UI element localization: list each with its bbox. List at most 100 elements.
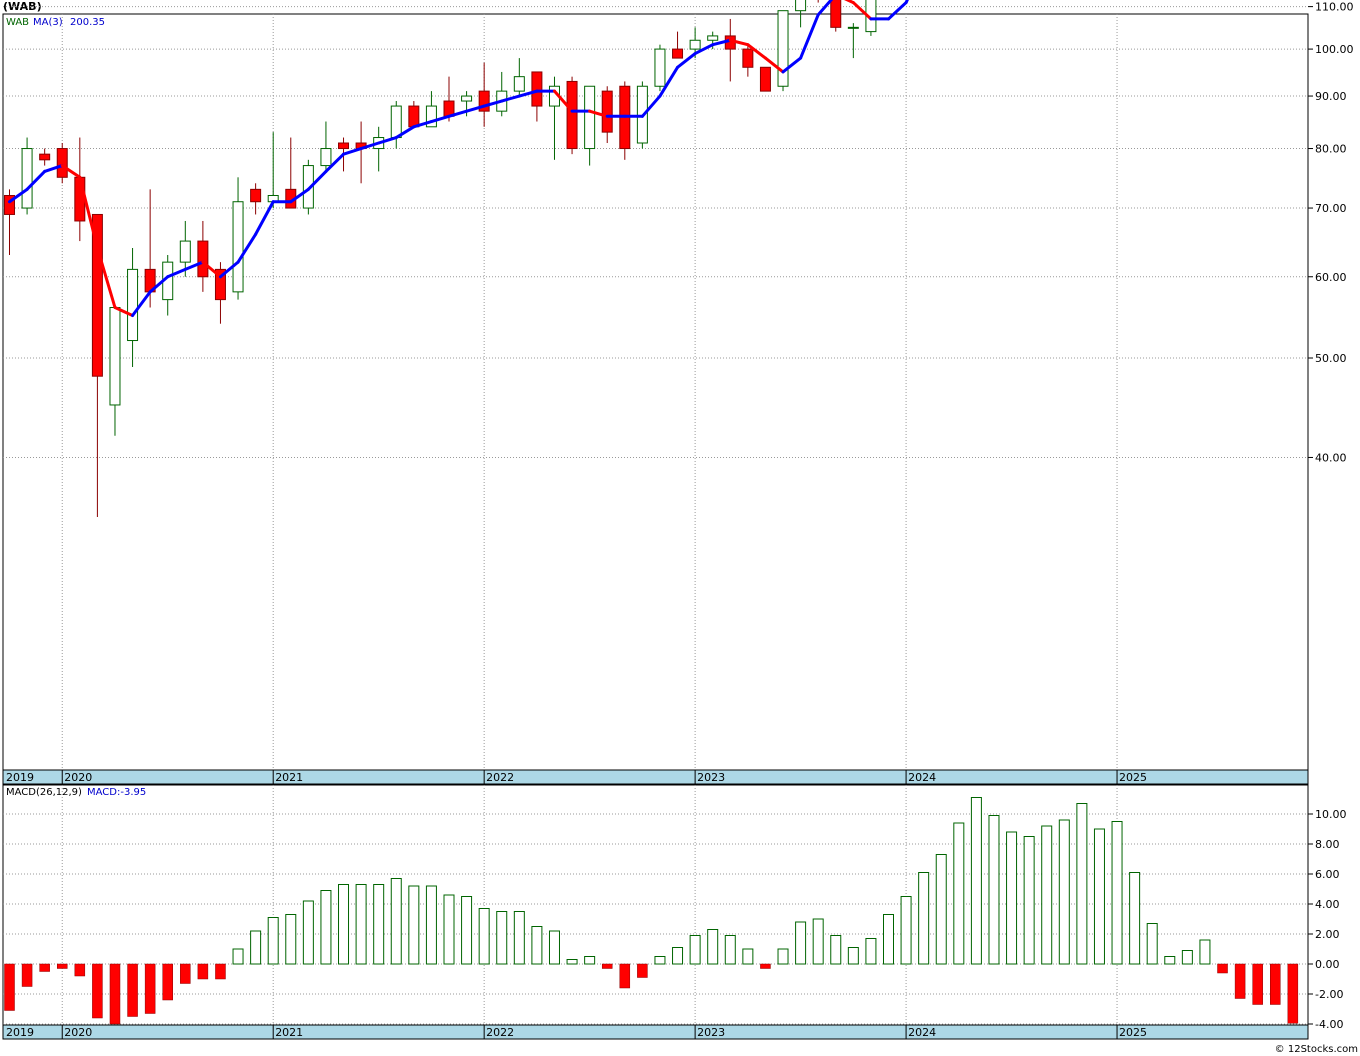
macd-bar bbox=[777, 948, 789, 965]
macd-bar bbox=[1234, 963, 1246, 999]
macd-bar bbox=[988, 815, 1000, 965]
legend-ma-label: MA(3) bbox=[33, 17, 63, 28]
macd-bar bbox=[830, 935, 842, 965]
candle bbox=[777, 10, 789, 92]
macd-bar bbox=[689, 935, 701, 965]
candle-body bbox=[865, 0, 877, 33]
macd-bar bbox=[584, 956, 596, 965]
x-tick-label: 2024 bbox=[908, 771, 936, 784]
candle-body bbox=[654, 48, 666, 87]
ma3-line-segment bbox=[289, 187, 310, 204]
macd-bar bbox=[847, 947, 859, 965]
ma3-line-segment bbox=[799, 13, 820, 60]
candle-body bbox=[795, 0, 807, 12]
candle-body bbox=[127, 268, 139, 342]
macd-bar bbox=[654, 956, 666, 965]
macd-bar bbox=[250, 930, 262, 965]
candle bbox=[513, 58, 525, 97]
x-tick-label: 2022 bbox=[486, 771, 514, 784]
macd-y-tick-label: 6.00 bbox=[1315, 868, 1340, 881]
candle bbox=[566, 76, 578, 155]
candle bbox=[817, 0, 819, 3]
candle bbox=[584, 85, 596, 166]
candle-body bbox=[74, 176, 86, 222]
candle-body bbox=[531, 71, 543, 107]
ma3-line-segment bbox=[500, 94, 521, 103]
candle-body bbox=[91, 213, 103, 377]
ma3-line-segment bbox=[254, 200, 275, 236]
macd-bar bbox=[408, 885, 420, 965]
ma3-line-segment bbox=[517, 89, 539, 98]
candle bbox=[672, 31, 684, 59]
candle-body bbox=[707, 35, 719, 41]
macd-bar bbox=[109, 963, 121, 1025]
candle-body bbox=[232, 201, 244, 293]
macd-pane bbox=[2, 784, 1309, 1026]
candle-body bbox=[250, 188, 262, 203]
macd-bar bbox=[1129, 872, 1141, 965]
macd-bar bbox=[1146, 923, 1158, 965]
legend-macd-label: MACD(26,12,9) bbox=[6, 787, 82, 798]
candle bbox=[478, 62, 490, 127]
macd-y-tick-label: 10.00 bbox=[1315, 808, 1347, 821]
candle bbox=[56, 143, 68, 184]
macd-bar bbox=[601, 963, 613, 969]
candle-body bbox=[39, 153, 51, 161]
candle bbox=[179, 220, 191, 277]
ma3-line-segment bbox=[763, 56, 785, 74]
ma3-line-segment bbox=[359, 141, 381, 151]
ma3-line-segment bbox=[25, 169, 47, 191]
ma3-line-segment bbox=[887, 1, 908, 21]
macd-bar bbox=[21, 963, 33, 987]
candle-body bbox=[302, 165, 314, 209]
candle-body bbox=[56, 148, 68, 178]
macd-y-tick-label: 0.00 bbox=[1315, 958, 1340, 971]
macd-bar bbox=[1111, 821, 1123, 965]
legend-ma-value: 200.35 bbox=[70, 17, 105, 28]
ma3-line-segment bbox=[429, 114, 451, 124]
macd-bar bbox=[373, 884, 385, 965]
x-tick-label: 2025 bbox=[1119, 1026, 1147, 1039]
candle-body bbox=[847, 26, 859, 29]
ma3-line-segment bbox=[851, 1, 873, 21]
macd-bar bbox=[1181, 950, 1193, 965]
ma3-line-segment bbox=[746, 43, 767, 60]
macd-bar bbox=[637, 963, 648, 978]
ma3-line-segment bbox=[676, 52, 697, 69]
macd-bar bbox=[443, 894, 455, 965]
ma3-line-segment bbox=[640, 94, 662, 118]
candle-body bbox=[197, 240, 209, 278]
price-y-tick-label: 90.00 bbox=[1315, 90, 1347, 103]
macd-bar bbox=[672, 947, 684, 965]
macd-bar bbox=[953, 822, 965, 965]
legend-macd-value: MACD:-3.95 bbox=[87, 787, 146, 798]
candle bbox=[214, 262, 226, 324]
macd-bar bbox=[320, 890, 332, 965]
x-tick-label: 2022 bbox=[486, 1026, 514, 1039]
macd-y-tick-label: 8.00 bbox=[1315, 838, 1340, 851]
macd-y-tick-label: 2.00 bbox=[1315, 928, 1340, 941]
macd-bar bbox=[461, 896, 473, 965]
ma3-line-segment bbox=[218, 260, 240, 279]
macd-bar bbox=[1199, 939, 1211, 965]
ma3-line-segment bbox=[816, 0, 834, 17]
ma3-line-segment bbox=[781, 56, 803, 74]
ma3-line-segment bbox=[201, 260, 222, 279]
macd-bar bbox=[1164, 956, 1176, 965]
macd-bar bbox=[812, 918, 824, 965]
x-tick-label: 2023 bbox=[697, 771, 725, 784]
price-pane bbox=[2, 13, 1309, 771]
macd-bar bbox=[162, 963, 173, 1001]
ma3-line-segment bbox=[844, 0, 855, 5]
price-y-tick-label: 110.00 bbox=[1315, 1, 1354, 14]
ma3-line-segment bbox=[342, 147, 363, 156]
candle-body bbox=[4, 194, 15, 215]
candle bbox=[127, 247, 139, 368]
macd-y-tick-label: -4.00 bbox=[1315, 1018, 1343, 1031]
price-y-tick-label: 40.00 bbox=[1315, 451, 1347, 464]
ma3-line-segment bbox=[728, 38, 750, 47]
candle-body bbox=[742, 48, 754, 68]
candle-body bbox=[390, 105, 402, 139]
macd-bar bbox=[900, 896, 912, 965]
